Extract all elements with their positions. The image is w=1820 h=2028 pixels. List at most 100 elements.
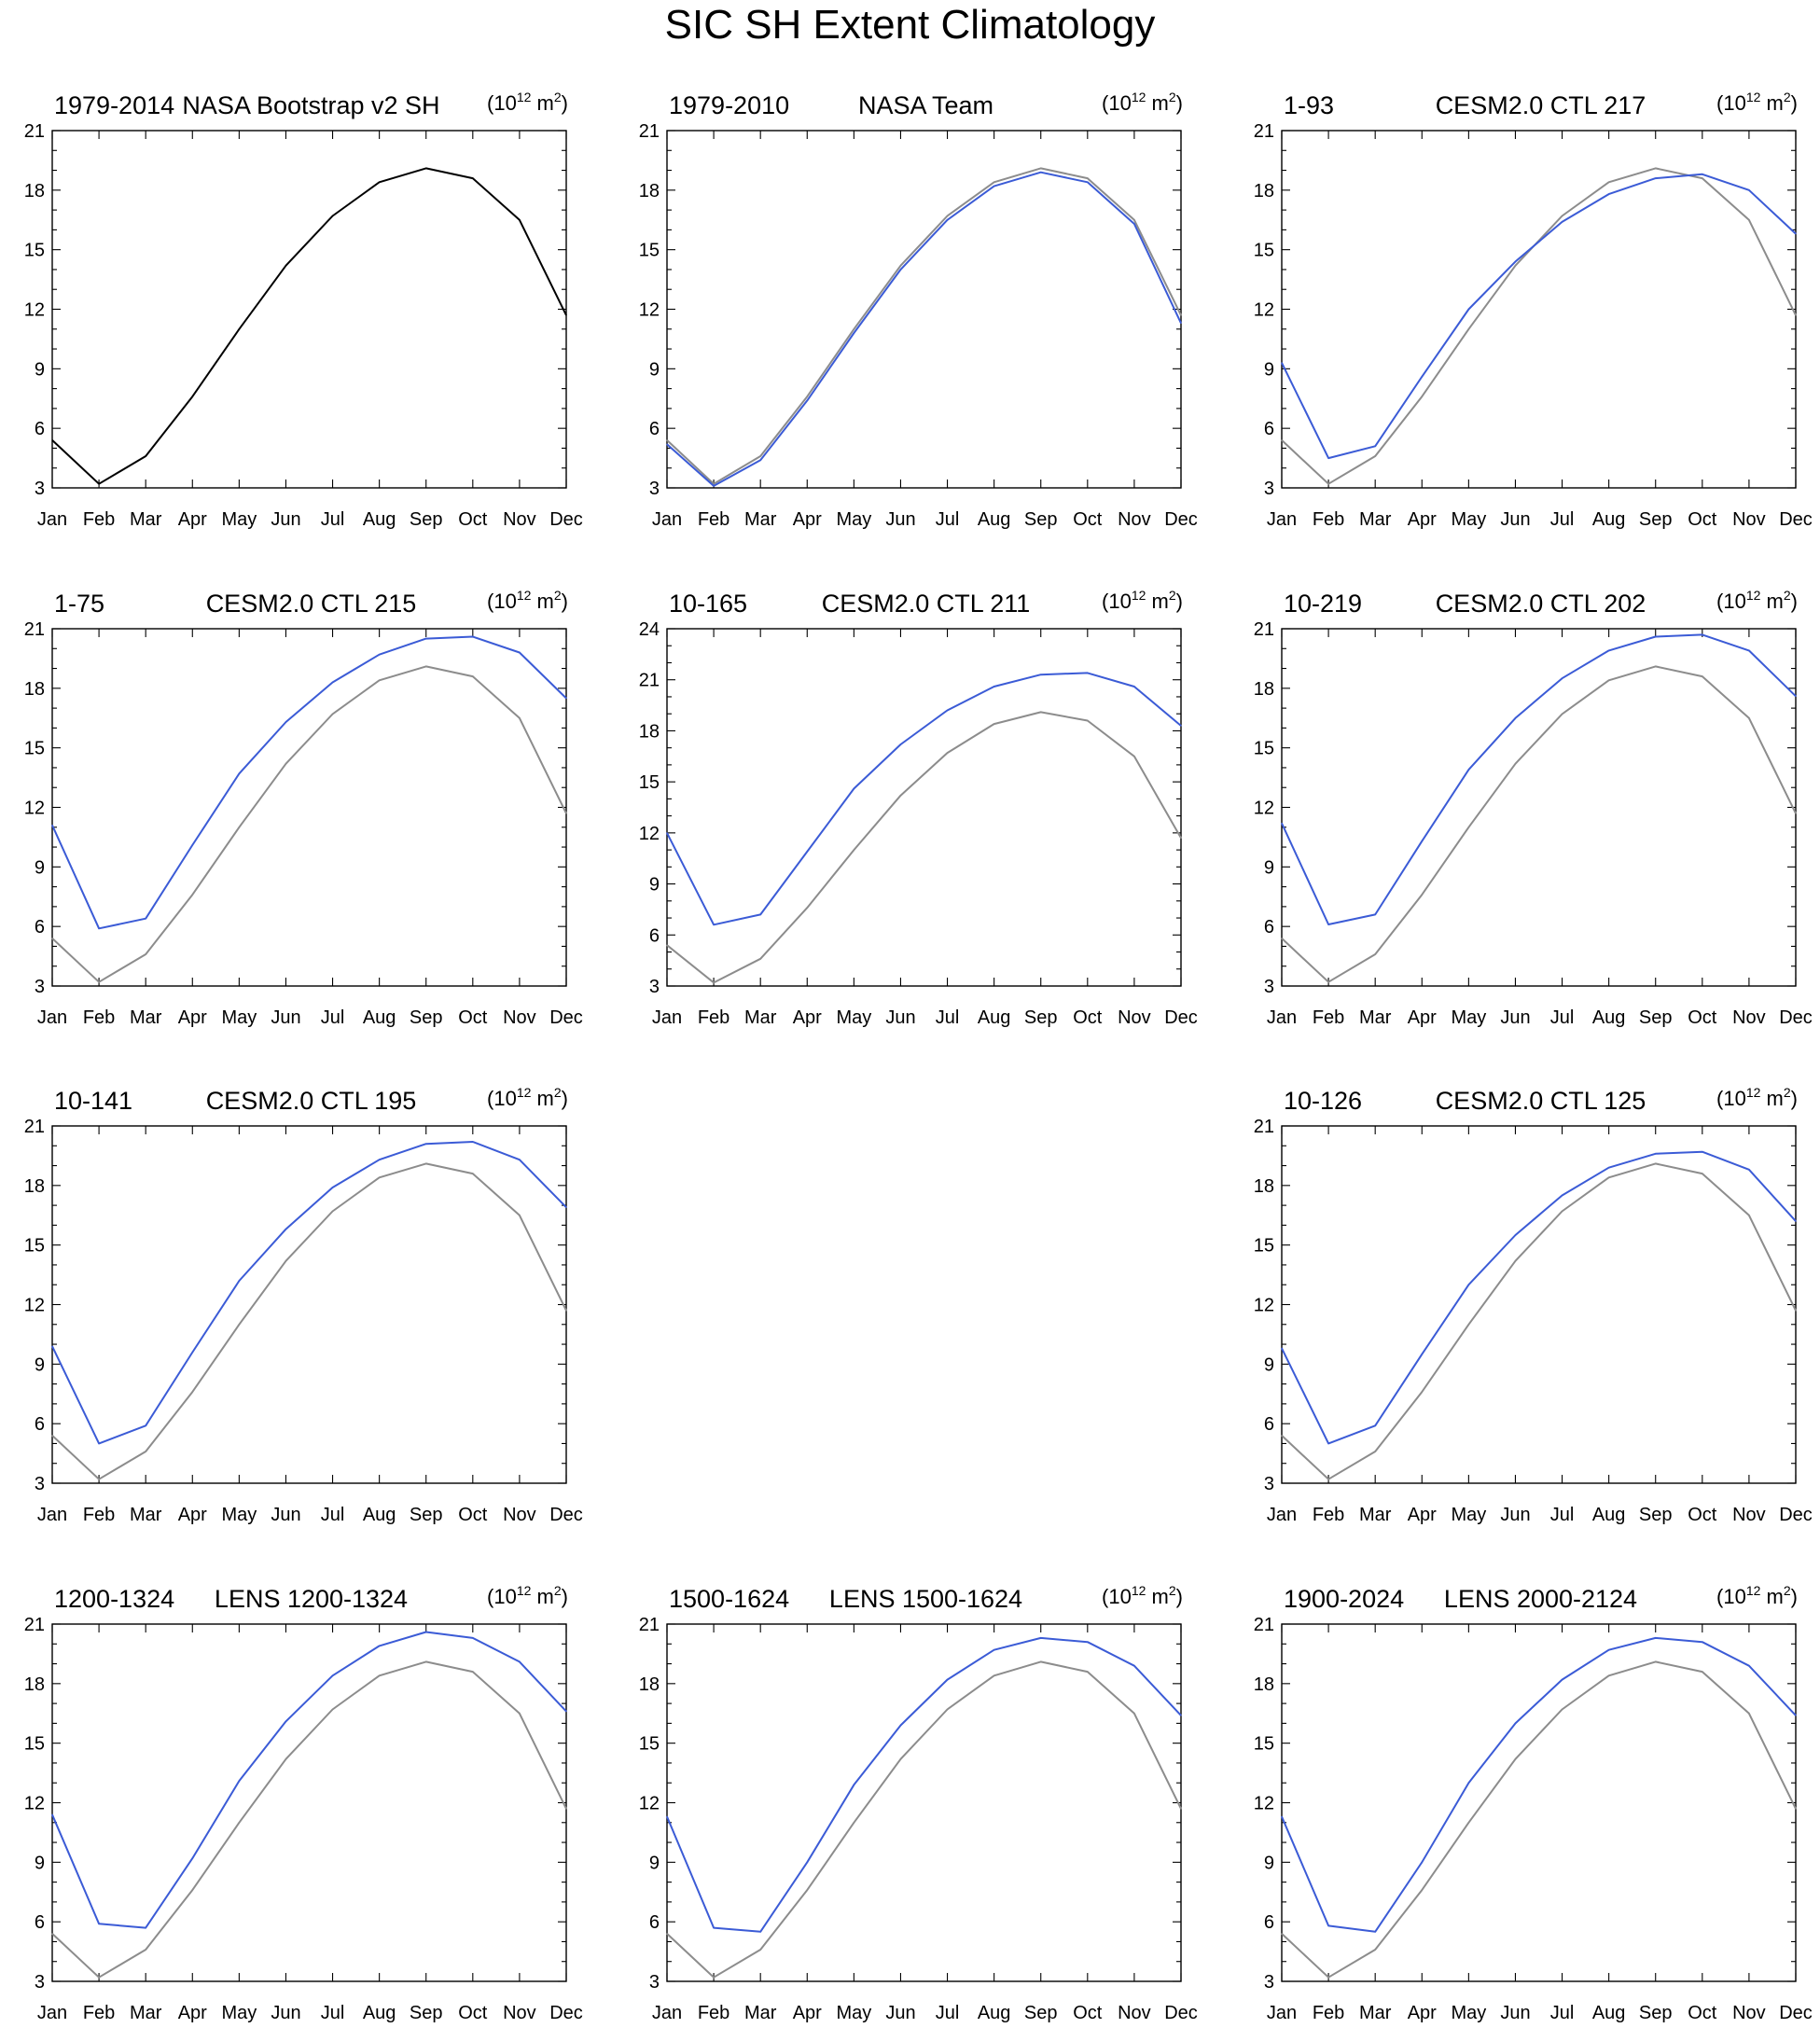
x-tick-label: Dec [1779, 2003, 1813, 2023]
x-tick-label: Jan [1267, 1505, 1297, 1525]
series-line [666, 1636, 1182, 1933]
x-tick-label: Dec [1164, 1007, 1198, 1028]
x-tick-label: Apr [178, 509, 207, 530]
data-point [331, 1674, 334, 1676]
y-tick-label: 21 [639, 121, 660, 142]
y-tick-label: 21 [24, 1117, 45, 1137]
data-point [1087, 672, 1089, 674]
data-point [806, 399, 808, 401]
panel-title: CESM2.0 CTL 217 [1436, 91, 1646, 119]
data-point [285, 265, 287, 267]
series-line [51, 1631, 567, 1929]
panel-period: 10-165 [669, 590, 747, 618]
panel-units: (1012 m2) [487, 90, 568, 115]
data-point [1133, 223, 1135, 225]
data-point [713, 485, 715, 487]
data-point [1467, 1822, 1469, 1824]
data-point [666, 832, 668, 834]
plot-frame [1281, 130, 1797, 489]
x-tick-label: May [1451, 509, 1486, 530]
x-tick-label: Aug [978, 2003, 1011, 2023]
x-tick-label: Apr [178, 1007, 207, 1028]
data-point [1561, 1678, 1563, 1681]
x-tick-label: Mar [744, 1007, 777, 1028]
data-point [1040, 167, 1042, 170]
data-point [98, 1442, 100, 1445]
data-point [191, 1857, 193, 1859]
y-tick-label: 12 [1254, 1296, 1274, 1316]
data-point [1133, 219, 1135, 221]
data-point [285, 763, 287, 765]
data-point [519, 717, 521, 719]
x-tick-label: Feb [698, 2003, 729, 2023]
data-point [191, 844, 193, 846]
data-point [713, 981, 715, 983]
data-point [1561, 1708, 1563, 1711]
x-tick-label: Jan [652, 1007, 682, 1028]
x-tick-label: Nov [1732, 509, 1766, 530]
series-line [1281, 1636, 1797, 1933]
panel-units: (1012 m2) [1716, 588, 1798, 613]
plot-frame [666, 130, 1182, 489]
data-point [1561, 215, 1563, 217]
x-tick-label: Mar [130, 2003, 162, 2023]
panel-title: LENS 2000-2124 [1444, 1585, 1637, 1613]
panel-title: NASA Bootstrap v2 SH [182, 91, 439, 119]
data-point [425, 638, 427, 640]
x-tick-label: Oct [1688, 509, 1717, 530]
data-point [51, 1345, 53, 1347]
plot-frame [1281, 628, 1797, 987]
data-point [472, 1637, 474, 1639]
y-tick-label: 15 [24, 1734, 45, 1755]
series-line [1281, 1660, 1797, 1979]
y-tick-label: 3 [1264, 1972, 1274, 1993]
data-point [331, 1210, 334, 1213]
x-tick-label: Dec [1164, 2003, 1198, 2023]
data-point [1374, 1949, 1376, 1951]
y-tick-label: 6 [1264, 419, 1274, 439]
y-tick-label: 9 [649, 1853, 660, 1873]
y-tick-label: 9 [35, 1853, 45, 1873]
series-line [1281, 1150, 1797, 1445]
y-tick-label: 9 [649, 875, 660, 896]
x-tick-label: Aug [1592, 1007, 1626, 1028]
data-point [993, 181, 995, 183]
panel-units: (1012 m2) [487, 588, 568, 613]
x-tick-label: Nov [1732, 2003, 1766, 2023]
x-tick-label: Sep [1639, 1505, 1673, 1525]
panel-title: NASA Team [858, 91, 993, 119]
y-tick-label: 15 [639, 1734, 660, 1755]
y-tick-label: 18 [639, 721, 660, 742]
x-tick-label: Nov [503, 1505, 536, 1525]
data-point [713, 1977, 715, 1979]
data-point [1748, 189, 1750, 191]
x-tick-label: Jul [936, 1007, 960, 1028]
x-tick-label: Jan [652, 509, 682, 530]
x-tick-label: Sep [1639, 1007, 1673, 1028]
panel-period: 1979-2010 [669, 91, 789, 119]
y-tick-label: 9 [35, 1354, 45, 1375]
x-tick-label: Nov [503, 2003, 536, 2023]
x-tick-label: Jul [936, 2003, 960, 2023]
x-tick-label: Feb [83, 509, 115, 530]
data-point [1655, 1153, 1657, 1155]
y-tick-label: 18 [24, 1674, 45, 1695]
panel-units: (1012 m2) [1102, 90, 1183, 115]
data-point [1087, 1641, 1089, 1643]
x-tick-label: Jun [271, 2003, 300, 2023]
data-point [1327, 981, 1329, 983]
y-tick-label: 12 [1254, 300, 1274, 321]
data-point [666, 944, 668, 946]
y-tick-label: 18 [1254, 1176, 1274, 1197]
x-tick-label: Aug [363, 2003, 396, 2023]
data-point [51, 1435, 53, 1437]
data-point [1561, 221, 1563, 223]
x-tick-label: Mar [130, 1505, 162, 1525]
x-tick-label: May [1451, 1007, 1486, 1028]
x-tick-label: Jul [321, 2003, 345, 2023]
x-tick-label: Jan [37, 1505, 67, 1525]
x-tick-label: Aug [978, 1007, 1011, 1028]
x-tick-label: Apr [178, 2003, 207, 2023]
data-point [285, 1758, 287, 1760]
